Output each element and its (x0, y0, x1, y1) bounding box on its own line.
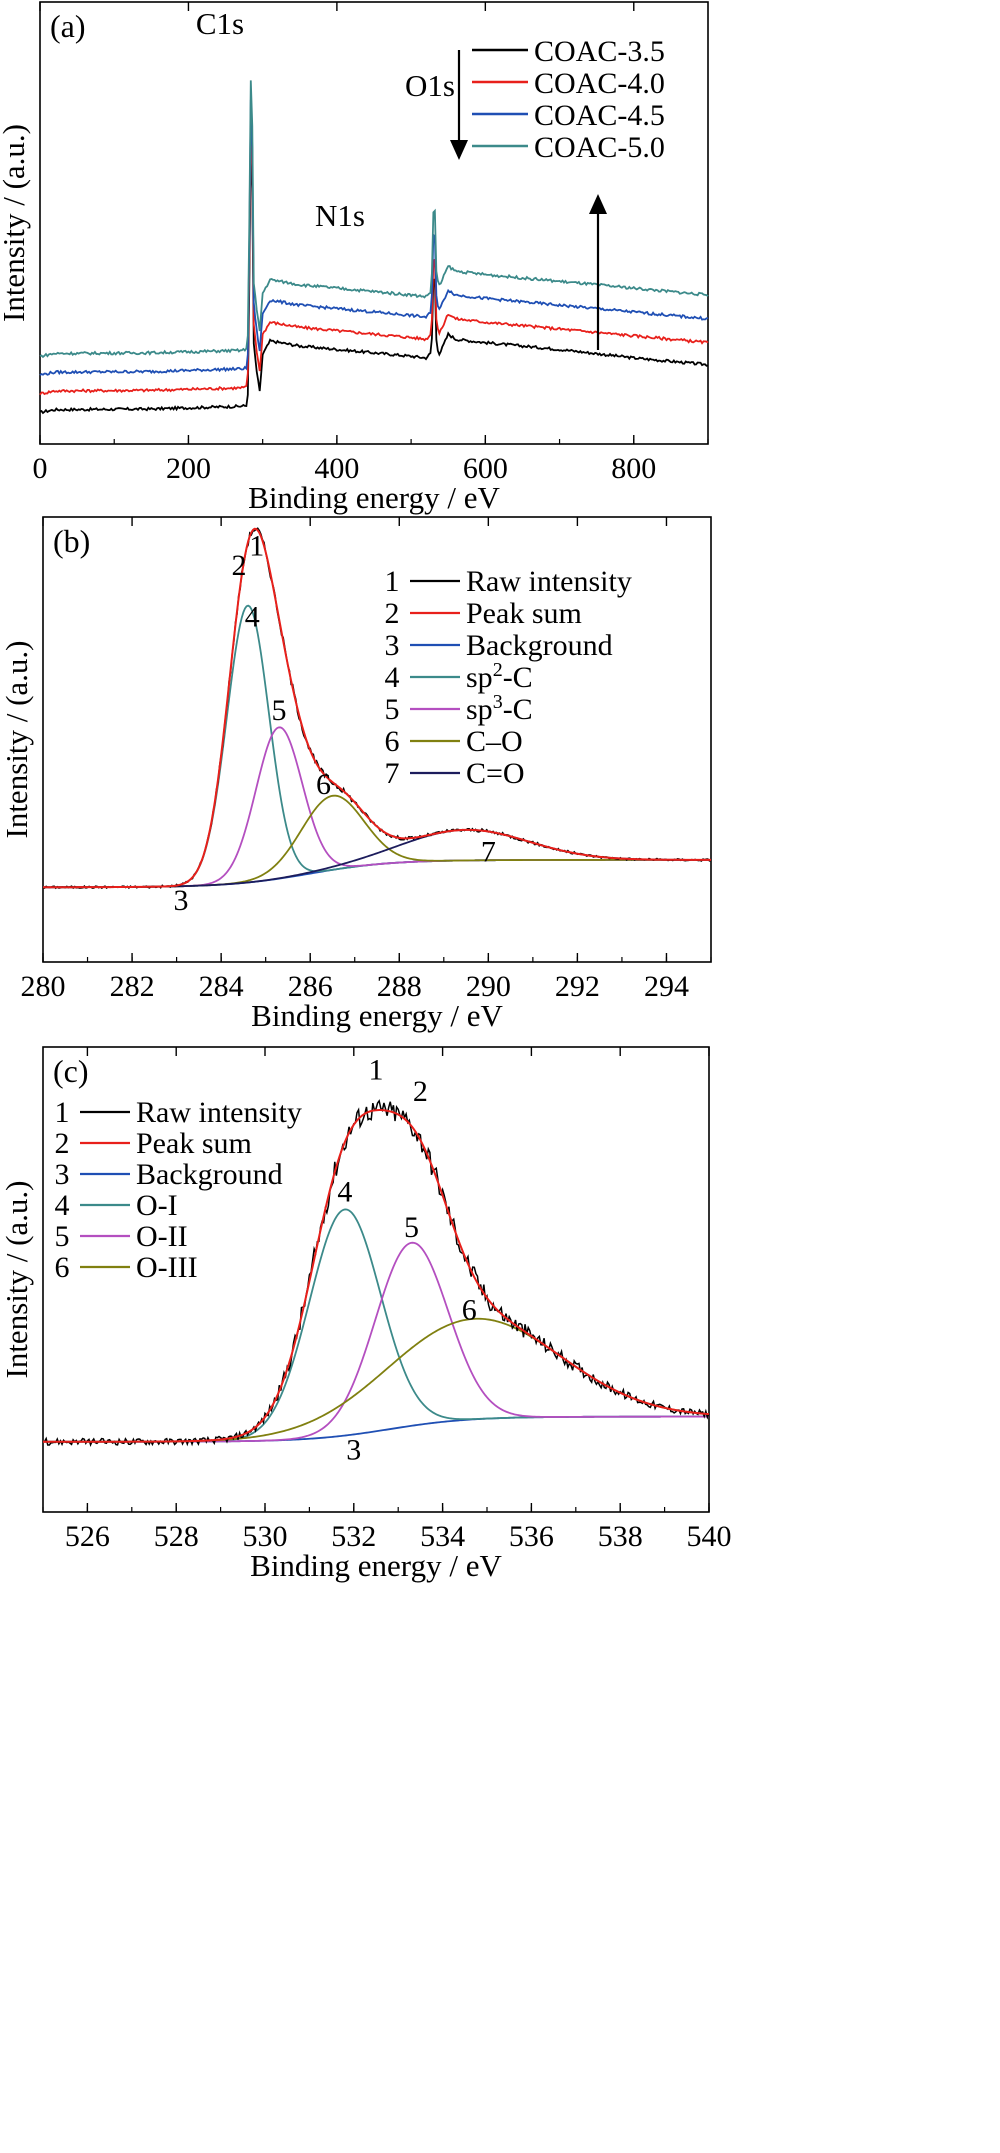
legend-number: 7 (385, 757, 400, 790)
x-tick-label: 530 (243, 1520, 288, 1553)
peak-sum-curve (43, 527, 712, 889)
panel-label: (c) (53, 1053, 89, 1089)
peak-number-label: 3 (174, 884, 189, 917)
x-tick-label: 526 (65, 1520, 110, 1553)
panel-a: 0 200 400 600 800 Binding energy / eV Intensit… (0, 1, 709, 515)
peak-label-n1s: N1s (315, 198, 365, 233)
survey-spectrum-line (39, 122, 709, 396)
peak-label-o1s: O1s (405, 68, 455, 103)
peak-number-label: 6 (316, 768, 331, 801)
x-tick-label: 288 (377, 970, 422, 1003)
peak-number-label: 6 (462, 1294, 477, 1327)
panel-label: (a) (50, 8, 86, 44)
x-tick-label: 528 (154, 1520, 199, 1553)
x-axis-label: Binding energy / eV (250, 1548, 502, 1583)
component-peak-curve (43, 1317, 710, 1443)
x-tick-label: 280 (21, 970, 66, 1003)
x-tick-label: 0 (33, 452, 48, 485)
legend-number: 3 (55, 1158, 70, 1191)
x-tick-label: 286 (288, 970, 333, 1003)
panel-label: (b) (53, 523, 90, 559)
legend-entry: Background (466, 629, 613, 662)
plot-frame (42, 1046, 710, 1513)
x-axis-label: Binding energy / eV (251, 998, 503, 1033)
legend-entry: sp2-C (466, 659, 533, 694)
survey-spectrum-line (39, 80, 709, 359)
x-tick-label: 282 (110, 970, 155, 1003)
plot-frame (42, 516, 712, 963)
peak-number-label: 5 (272, 694, 287, 727)
x-tick-label: 536 (509, 1520, 554, 1553)
x-tick-label: 534 (420, 1520, 465, 1553)
legend-number: 2 (55, 1127, 70, 1160)
legend-entry: Raw intensity (136, 1096, 302, 1129)
x-tick-label: 290 (466, 970, 511, 1003)
peak-number-label: 1 (249, 530, 264, 563)
legend-entry: Peak sum (136, 1127, 252, 1160)
x-tick-label: 400 (314, 452, 359, 485)
peak-number-label: 2 (231, 549, 246, 582)
peak-number-label: 1 (369, 1053, 384, 1086)
x-tick-label: 538 (598, 1520, 643, 1553)
legend-number: 4 (55, 1189, 70, 1222)
peak-number-label: 2 (413, 1075, 428, 1108)
y-axis-label: Intensity / (a.u.) (0, 640, 34, 838)
legend-entry: O-II (136, 1220, 188, 1253)
x-tick-label: 800 (611, 452, 656, 485)
peak-number-label: 5 (404, 1211, 419, 1244)
peak-sum-curve (43, 1109, 710, 1443)
legend-number: 5 (385, 693, 400, 726)
arrow-down-head (450, 140, 468, 160)
x-tick-label: 200 (166, 452, 211, 485)
x-tick-label: 600 (463, 452, 508, 485)
legend-number: 5 (55, 1220, 70, 1253)
legend-entry: COAC-4.5 (534, 99, 665, 132)
legend-number: 1 (55, 1096, 70, 1129)
y-axis-label: Intensity / (a.u.) (0, 1180, 34, 1378)
x-axis-label: Binding energy / eV (248, 480, 500, 515)
legend-entry: Peak sum (466, 597, 582, 630)
arrow-up-head (589, 194, 607, 214)
peak-number-label: 4 (337, 1175, 352, 1208)
x-tick-label: 292 (555, 970, 600, 1003)
peak-label-c1s: C1s (196, 6, 244, 41)
survey-spectrum-line (39, 141, 709, 415)
component-peak-curve (43, 794, 711, 889)
x-tick-label: 284 (199, 970, 244, 1003)
legend-number: 6 (55, 1251, 70, 1284)
x-tick-label: 294 (644, 970, 689, 1003)
legend-entry: Background (136, 1158, 283, 1191)
x-tick-label: 532 (331, 1520, 376, 1553)
panel-b: 280 282 284 286 288 290 292 294 Binding energy /… (0, 516, 712, 1033)
plot-frame (39, 1, 709, 445)
legend-entry: C–O (466, 725, 523, 758)
legend-entry: COAC-4.0 (534, 67, 665, 100)
legend-entry: O-III (136, 1251, 198, 1284)
legend-number: 6 (385, 725, 400, 758)
legend-number: 4 (385, 661, 400, 694)
legend-entry: C=O (466, 757, 525, 790)
component-peak-curve (43, 726, 711, 889)
legend-entry: COAC-3.5 (534, 35, 665, 68)
legend-number: 1 (385, 565, 400, 598)
survey-spectrum-line (39, 99, 709, 377)
y-axis-label: Intensity / (a.u.) (0, 124, 31, 322)
peak-number-label: 3 (346, 1434, 361, 1467)
legend-entry: COAC-5.0 (534, 131, 665, 164)
legend-number: 3 (385, 629, 400, 662)
legend-entry: sp3-C (466, 691, 533, 726)
background-curve (43, 1415, 709, 1443)
peak-number-label: 4 (245, 600, 260, 633)
legend-number: 2 (385, 597, 400, 630)
peak-number-label: 7 (481, 836, 496, 869)
legend-entry: Raw intensity (466, 565, 632, 598)
x-tick-label: 540 (687, 1520, 732, 1553)
legend-entry: O-I (136, 1189, 178, 1222)
